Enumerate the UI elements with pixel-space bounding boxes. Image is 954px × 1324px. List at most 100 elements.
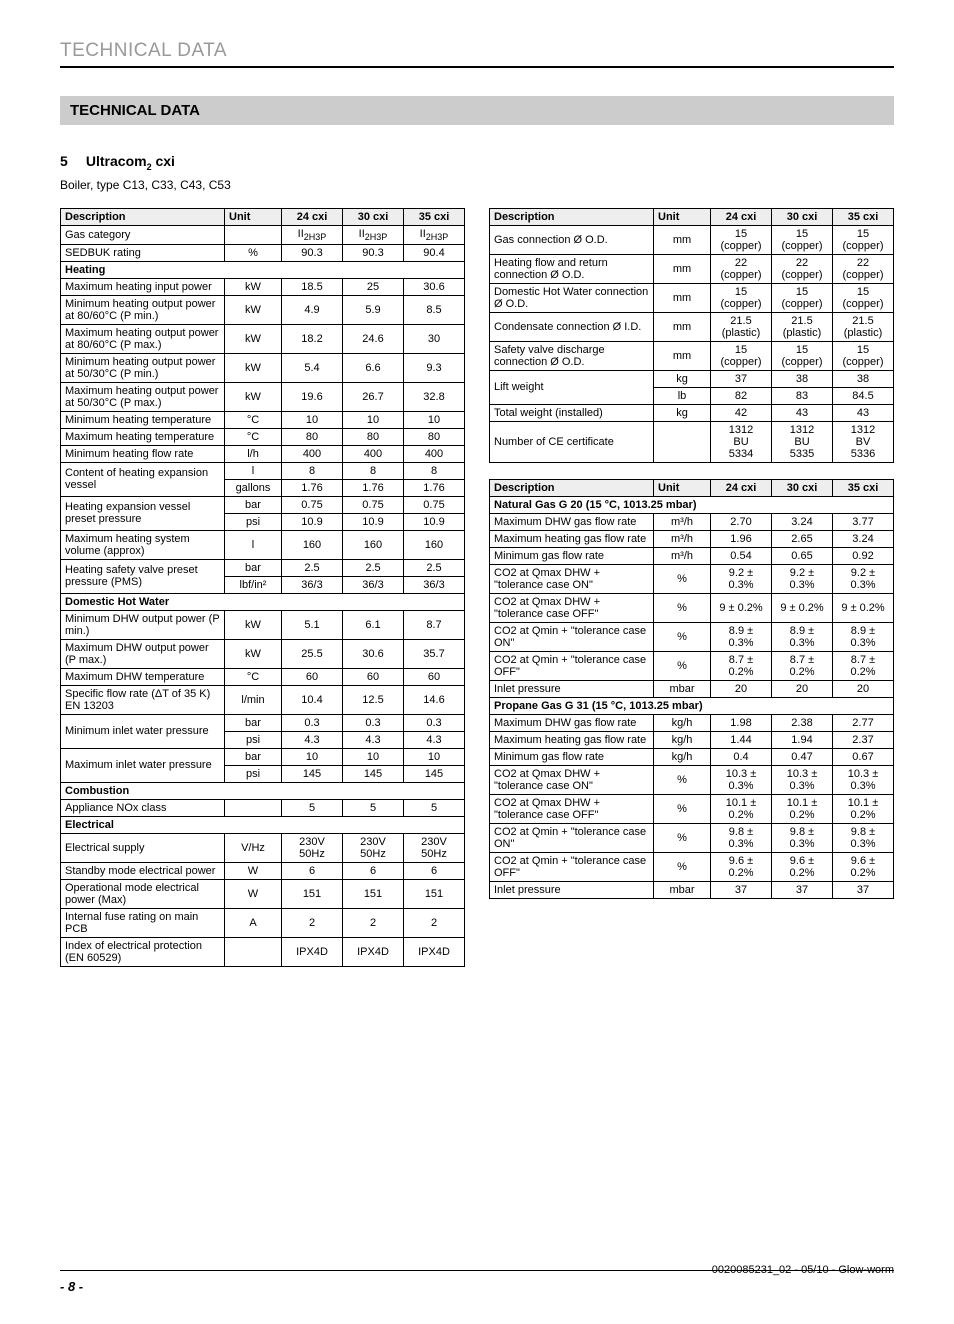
value-cell: 8.7 xyxy=(404,610,465,639)
value-cell: 4.3 xyxy=(282,731,343,748)
value-cell: 22(copper) xyxy=(772,254,833,283)
desc-cell: CO2 at Qmax DHW + "tolerance case OFF" xyxy=(490,593,654,622)
value-cell: 9.8 ± 0.3% xyxy=(833,823,894,852)
col-header: Description xyxy=(490,479,654,496)
value-cell: 38 xyxy=(772,370,833,387)
unit-cell: l/min xyxy=(225,685,282,714)
unit-cell: l xyxy=(225,462,282,479)
value-cell: 21.5(plastic) xyxy=(711,312,772,341)
desc-cell: SEDBUK rating xyxy=(61,244,225,261)
desc-cell: Condensate connection Ø I.D. xyxy=(490,312,654,341)
unit-cell: lb xyxy=(654,387,711,404)
unit-cell: °C xyxy=(225,428,282,445)
unit-cell: % xyxy=(654,622,711,651)
value-cell: 82 xyxy=(711,387,772,404)
unit-cell: lbf/in² xyxy=(225,576,282,593)
desc-cell: CO2 at Qmin + "tolerance case OFF" xyxy=(490,651,654,680)
col-header: 24 cxi xyxy=(711,208,772,225)
desc-cell: Maximum heating output power at 80/60°C … xyxy=(61,324,225,353)
desc-cell: Minimum gas flow rate xyxy=(490,748,654,765)
value-cell: 10 xyxy=(282,748,343,765)
unit-cell: m³/h xyxy=(654,513,711,530)
value-cell: 4.3 xyxy=(343,731,404,748)
value-cell: 2.5 xyxy=(404,559,465,576)
unit-cell: kW xyxy=(225,382,282,411)
value-cell: 20 xyxy=(772,680,833,697)
unit-cell: mm xyxy=(654,283,711,312)
value-cell: 14.6 xyxy=(404,685,465,714)
value-cell: 32.8 xyxy=(404,382,465,411)
unit-cell: kg xyxy=(654,404,711,421)
desc-cell: Gas category xyxy=(61,225,225,244)
col-header: 24 cxi xyxy=(282,208,343,225)
value-cell: IPX4D xyxy=(404,937,465,966)
value-cell: 30 xyxy=(404,324,465,353)
value-cell: 5.1 xyxy=(282,610,343,639)
value-cell: 80 xyxy=(282,428,343,445)
unit-cell: W xyxy=(225,862,282,879)
unit-cell: °C xyxy=(225,411,282,428)
unit-cell: mbar xyxy=(654,680,711,697)
col-header: 35 cxi xyxy=(833,479,894,496)
value-cell: 5 xyxy=(404,799,465,816)
value-cell: 8.7 ± 0.2% xyxy=(833,651,894,680)
value-cell: 36/3 xyxy=(343,576,404,593)
value-cell: 0.54 xyxy=(711,547,772,564)
value-cell: 15(copper) xyxy=(711,225,772,254)
value-cell: 2.5 xyxy=(343,559,404,576)
value-cell: 0.3 xyxy=(404,714,465,731)
value-cell: 400 xyxy=(404,445,465,462)
value-cell: 60 xyxy=(282,668,343,685)
value-cell: 400 xyxy=(282,445,343,462)
value-cell: 15(copper) xyxy=(833,341,894,370)
unit-cell: bar xyxy=(225,559,282,576)
value-cell: 15(copper) xyxy=(772,283,833,312)
value-cell: 10.3 ± 0.3% xyxy=(772,765,833,794)
value-cell: 1312BU5334 xyxy=(711,421,772,462)
unit-cell: m³/h xyxy=(654,547,711,564)
table-gas: DescriptionUnit24 cxi30 cxi35 cxiNatural… xyxy=(489,479,894,899)
unit-cell: gallons xyxy=(225,479,282,496)
value-cell: 10 xyxy=(404,748,465,765)
value-cell: 9.6 ± 0.2% xyxy=(833,852,894,881)
value-cell: 9.8 ± 0.3% xyxy=(711,823,772,852)
value-cell: 2 xyxy=(404,908,465,937)
value-cell: 6.1 xyxy=(343,610,404,639)
section-row: Natural Gas G 20 (15 °C, 1013.25 mbar) xyxy=(490,496,894,513)
unit-cell: % xyxy=(654,852,711,881)
value-cell: 10 xyxy=(343,748,404,765)
value-cell: 1312BU5335 xyxy=(772,421,833,462)
value-cell: 3.24 xyxy=(833,530,894,547)
value-cell: 9.8 ± 0.3% xyxy=(772,823,833,852)
value-cell: 151 xyxy=(404,879,465,908)
value-cell: 22(copper) xyxy=(711,254,772,283)
desc-cell: Maximum DHW gas flow rate xyxy=(490,714,654,731)
desc-cell: Index of electrical protection (EN 60529… xyxy=(61,937,225,966)
col-header: Description xyxy=(61,208,225,225)
value-cell: 37 xyxy=(711,881,772,898)
value-cell: 5.9 xyxy=(343,295,404,324)
value-cell: 10 xyxy=(343,411,404,428)
section-row: Electrical xyxy=(61,816,465,833)
desc-cell: CO2 at Qmax DHW + "tolerance case ON" xyxy=(490,765,654,794)
value-cell: IPX4D xyxy=(343,937,404,966)
value-cell: 9.2 ± 0.3% xyxy=(772,564,833,593)
table-connections: DescriptionUnit24 cxi30 cxi35 cxiGas con… xyxy=(489,208,894,463)
value-cell: 10.3 ± 0.3% xyxy=(711,765,772,794)
desc-cell: Heating safety valve preset pressure (PM… xyxy=(61,559,225,593)
value-cell: 4.9 xyxy=(282,295,343,324)
value-cell: 20 xyxy=(833,680,894,697)
desc-cell: Inlet pressure xyxy=(490,680,654,697)
desc-cell: Standby mode electrical power xyxy=(61,862,225,879)
unit-cell: % xyxy=(225,244,282,261)
unit-cell: kW xyxy=(225,278,282,295)
value-cell: 10.4 xyxy=(282,685,343,714)
unit-cell: kW xyxy=(225,639,282,668)
value-cell: 8.9 ± 0.3% xyxy=(711,622,772,651)
value-cell: 1.94 xyxy=(772,731,833,748)
value-cell: 9.2 ± 0.3% xyxy=(711,564,772,593)
unit-cell: % xyxy=(654,651,711,680)
unit-cell: V/Hz xyxy=(225,833,282,862)
value-cell: 35.7 xyxy=(404,639,465,668)
value-cell: 2.65 xyxy=(772,530,833,547)
